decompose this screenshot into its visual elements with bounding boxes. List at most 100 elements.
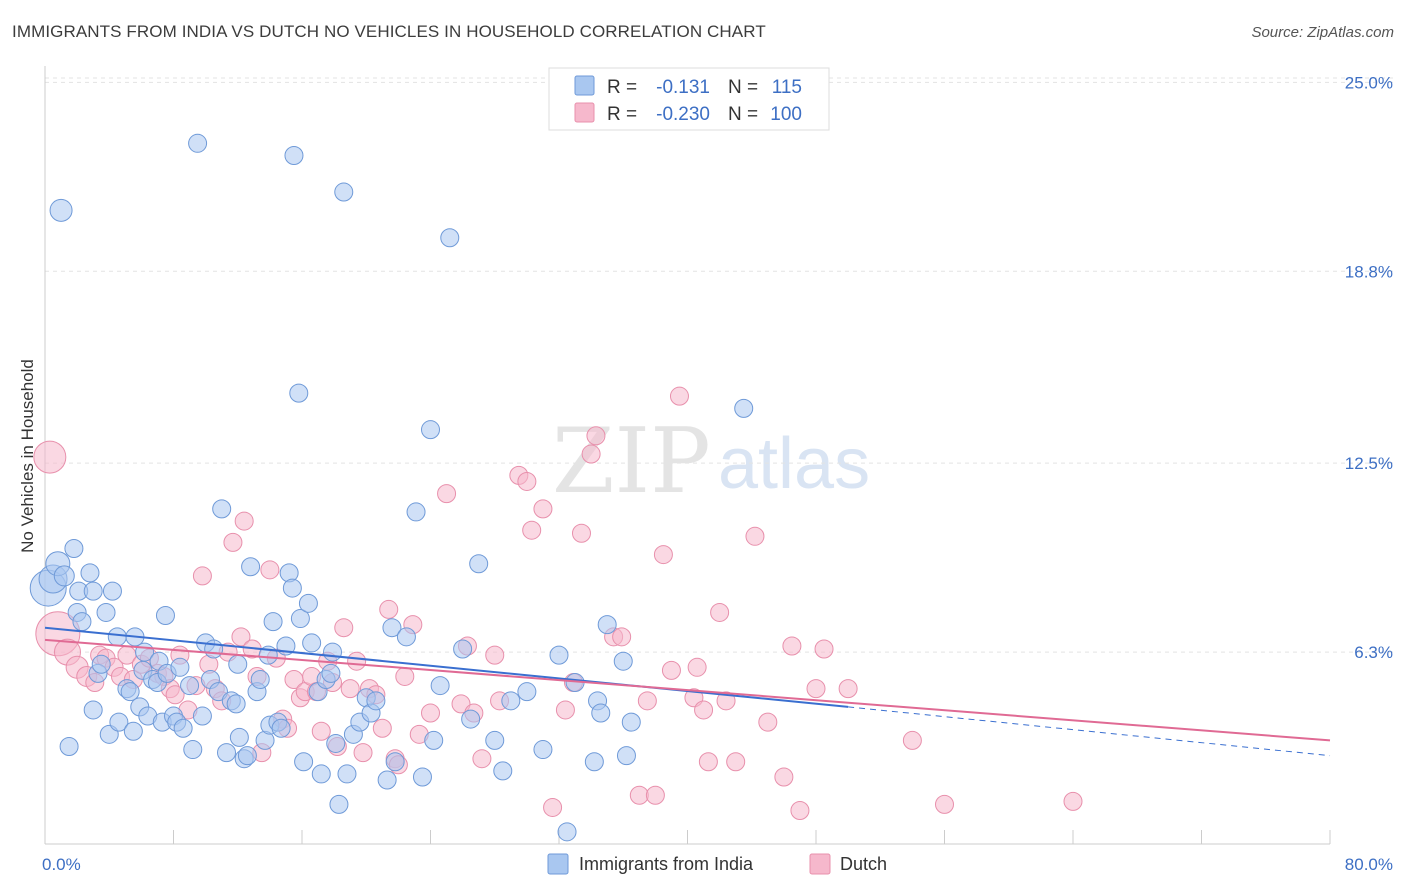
dutch-point [311, 721, 331, 741]
dutch-point [472, 749, 492, 769]
india-point [96, 602, 116, 622]
india-point [155, 606, 175, 626]
dutch-point [661, 660, 681, 680]
legend-r-value: -0.230 [656, 104, 710, 125]
india-point [217, 743, 237, 763]
india-point [549, 645, 569, 665]
india-point [72, 612, 92, 632]
india-point [192, 706, 212, 726]
dutch-point [758, 712, 778, 732]
watermark: ZIP atlas [552, 409, 870, 514]
dutch-point [774, 767, 794, 787]
india-point [584, 752, 604, 772]
india-point [461, 709, 481, 729]
bottom-legend-swatch-dutch [809, 853, 831, 875]
india-point [591, 703, 611, 723]
india-point [183, 740, 203, 760]
legend-swatch-india [574, 75, 595, 96]
trend-lines [44, 626, 1331, 757]
india-point [377, 770, 397, 790]
dutch-point [353, 743, 373, 763]
india-point [120, 682, 140, 702]
dutch-point [687, 657, 707, 677]
india-point [64, 538, 84, 558]
legend-r-label: R = [607, 104, 637, 125]
tick-labels: 25.0% 18.8% 12.5% 6.3% 0.0% 80.0% [42, 73, 1393, 874]
india-trend-extension [848, 706, 1331, 757]
india-point [517, 682, 537, 702]
india-trend-line [44, 626, 849, 708]
india-point [107, 627, 127, 647]
dutch-point [637, 691, 657, 711]
dutch-point [629, 785, 649, 805]
india-point [734, 398, 754, 418]
india-point [102, 581, 122, 601]
dutch-point [1063, 791, 1083, 811]
india-point [533, 740, 553, 760]
india-point [326, 733, 346, 753]
dutch-point [612, 627, 632, 647]
dutch-point [421, 703, 440, 723]
dutch-point [669, 386, 689, 406]
india-point [173, 718, 193, 738]
dutch-point [517, 471, 537, 491]
x-tick-label: 80.0% [1345, 855, 1393, 874]
india-point [226, 694, 246, 714]
dutch-points [33, 386, 1083, 820]
dutch-point [192, 566, 212, 586]
dutch-point [726, 752, 746, 772]
dutch-point [586, 426, 606, 446]
dutch-point [522, 520, 542, 540]
india-point [229, 727, 249, 747]
bottom-legend-label-india: Immigrants from India [579, 854, 754, 874]
legend-n-value: 115 [772, 77, 802, 98]
india-point [83, 700, 103, 720]
india-point [485, 730, 505, 750]
dutch-point [372, 718, 392, 738]
india-point [421, 420, 440, 440]
legend-n-label: N = [728, 77, 758, 98]
india-point [501, 691, 521, 711]
legend-n-label: N = [728, 104, 758, 125]
india-point [123, 721, 143, 741]
dutch-point [782, 636, 802, 656]
india-point [284, 145, 304, 165]
y-axis-label: No Vehicles in Household [18, 359, 37, 553]
india-point [289, 383, 309, 403]
dutch-point [694, 700, 714, 720]
dutch-point [653, 545, 673, 565]
dutch-point [698, 752, 718, 772]
dutch-point [571, 523, 591, 543]
india-point [382, 618, 402, 638]
india-point [91, 654, 111, 674]
india-point [298, 593, 318, 613]
dutch-point [33, 440, 67, 474]
india-point [109, 712, 129, 732]
legend: R = -0.131 N = 115 R = -0.230 N = 100 [548, 67, 830, 131]
y-tick-label: 12.5% [1345, 454, 1393, 473]
dutch-point [165, 685, 185, 705]
india-point [83, 581, 103, 601]
dutch-point [223, 532, 243, 552]
india-point [323, 642, 343, 662]
india-point [237, 746, 257, 766]
dutch-point [347, 651, 367, 671]
dutch-point [543, 797, 563, 817]
dutch-point [379, 599, 399, 619]
india-point [557, 822, 577, 842]
india-point [396, 627, 416, 647]
watermark-atlas: atlas [718, 424, 870, 504]
dutch-point [234, 511, 254, 531]
india-point [469, 554, 489, 574]
dutch-point [340, 679, 360, 699]
india-point [493, 761, 513, 781]
india-point [424, 730, 444, 750]
dutch-point [745, 526, 765, 546]
legend-box [548, 67, 830, 131]
india-point [412, 767, 432, 787]
india-point [430, 676, 450, 696]
india-point [613, 651, 633, 671]
dutch-point [533, 499, 553, 519]
india-point [440, 228, 460, 248]
